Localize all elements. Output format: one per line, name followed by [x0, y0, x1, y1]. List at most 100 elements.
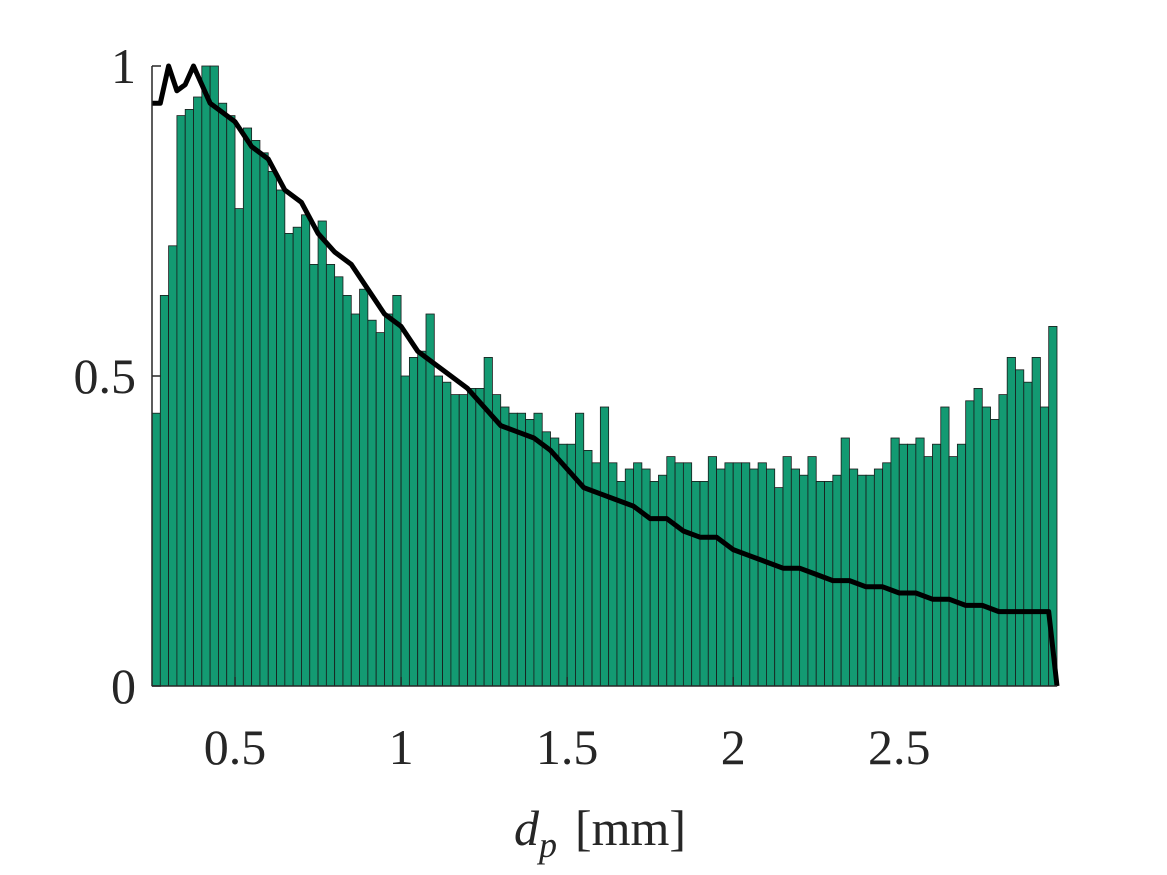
bar [259, 152, 269, 687]
bar [276, 189, 286, 687]
bar [998, 394, 1008, 687]
bar [898, 443, 908, 687]
bar [857, 474, 867, 687]
bar [384, 313, 394, 687]
bar [541, 431, 551, 687]
x-tick-label: 1.5 [536, 719, 599, 775]
bar [973, 387, 983, 687]
bar [292, 226, 302, 687]
bar [433, 375, 443, 687]
bar [317, 220, 327, 687]
bar [400, 375, 410, 687]
bar [1031, 356, 1041, 687]
bar [724, 462, 734, 687]
bar [267, 170, 277, 687]
bar [658, 474, 668, 687]
bar [799, 474, 809, 687]
bar [417, 350, 427, 687]
bar [516, 412, 527, 687]
bar [707, 456, 717, 687]
bar [649, 480, 659, 687]
bar [990, 418, 1000, 687]
bar [533, 412, 543, 687]
bar [508, 412, 518, 687]
bar [932, 443, 942, 687]
x-tick-label: 0.5 [204, 719, 267, 775]
bar [1015, 369, 1025, 687]
bar [849, 468, 859, 687]
bar [1023, 381, 1033, 687]
bar [915, 437, 925, 687]
line [152, 63, 1060, 687]
bar [500, 406, 510, 687]
bar [1039, 406, 1050, 687]
bar [467, 387, 477, 687]
bar [342, 294, 352, 687]
bar [218, 102, 228, 687]
bar [334, 276, 344, 687]
bar [234, 208, 244, 687]
bar [325, 263, 336, 687]
bar [558, 443, 568, 687]
bar [666, 456, 676, 687]
bar [766, 468, 776, 687]
bar [732, 462, 742, 687]
bar [226, 115, 236, 687]
y-tick-label: 1 [111, 38, 136, 94]
bar [408, 356, 419, 687]
bar [375, 332, 385, 687]
bar [475, 387, 485, 687]
bar [682, 462, 693, 687]
bar [193, 96, 203, 687]
bar [882, 462, 892, 687]
bar [575, 412, 585, 687]
bar [425, 313, 435, 687]
bar [251, 139, 261, 687]
bar [525, 418, 535, 687]
y-tick-label: 0.5 [74, 348, 137, 404]
x-label-subscript: p [536, 825, 557, 865]
bar [309, 263, 319, 687]
bar [599, 406, 610, 687]
bar [159, 294, 170, 687]
y-tick-label: 0 [111, 658, 136, 714]
bar [151, 412, 161, 687]
bar [757, 462, 767, 687]
bar [741, 462, 751, 687]
bar [716, 468, 726, 687]
bar [458, 394, 468, 687]
bar [890, 437, 900, 687]
bar [209, 65, 219, 687]
bar [674, 462, 684, 687]
bar [591, 462, 601, 687]
bar [1006, 356, 1016, 687]
bar [840, 437, 850, 687]
bar [865, 474, 875, 687]
bar [350, 313, 360, 687]
bar [956, 443, 967, 687]
x-label-symbol: d [514, 800, 540, 856]
bar [691, 480, 701, 687]
bar [965, 400, 975, 687]
bar [492, 394, 502, 687]
bar [367, 319, 377, 687]
bar [301, 214, 311, 687]
bar [450, 394, 460, 687]
bar [923, 456, 933, 687]
bar [790, 468, 801, 687]
bar [981, 406, 991, 687]
bar [176, 115, 186, 687]
bar [782, 456, 792, 687]
bar [824, 480, 834, 687]
bar [815, 480, 825, 687]
bar [641, 468, 651, 687]
bar [201, 65, 211, 687]
bar [392, 294, 402, 687]
x-label-unit: [mm] [575, 800, 686, 856]
bar [168, 245, 178, 687]
bar [633, 462, 643, 687]
bar [749, 468, 759, 687]
bar [774, 487, 784, 687]
